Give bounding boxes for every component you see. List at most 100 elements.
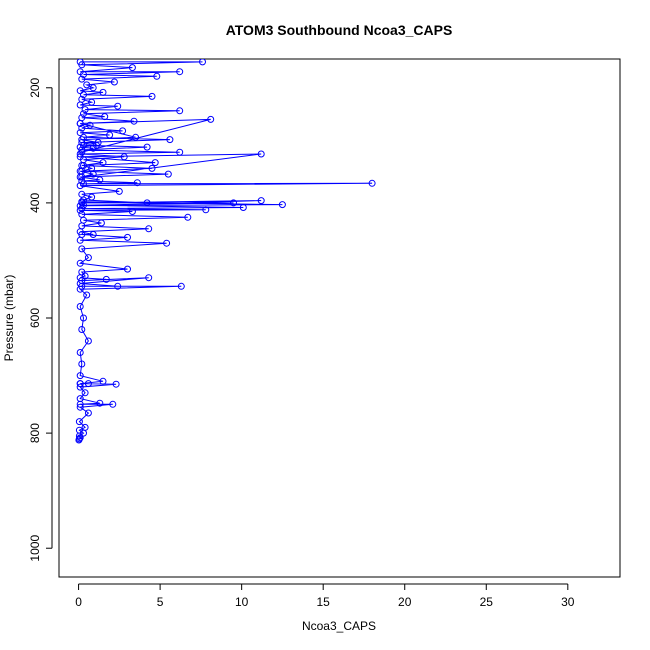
data-point: [132, 133, 140, 141]
data-point: [164, 170, 172, 178]
data-point: [81, 272, 89, 280]
data-point: [80, 71, 87, 78]
data-point: [76, 380, 84, 388]
data-point: [202, 206, 210, 214]
data-point: [239, 204, 247, 211]
data-point: [83, 81, 91, 89]
data-point: [148, 92, 156, 100]
data-point: [81, 389, 89, 397]
data-point: [80, 110, 87, 118]
data-point: [83, 291, 91, 299]
data-point: [176, 107, 184, 115]
data-point: [80, 141, 87, 149]
data-point: [76, 285, 84, 293]
data-point: [120, 153, 128, 161]
data-point: [76, 383, 84, 391]
data-point: [76, 120, 84, 127]
x-axis-label: Ncoa3_CAPS: [302, 619, 376, 633]
data-point: [78, 146, 86, 154]
data-point: [76, 182, 84, 190]
y-tick-label: 400: [28, 193, 42, 213]
data-point: [166, 136, 174, 144]
y-tick-label: 1000: [28, 535, 42, 562]
data-point: [114, 282, 122, 290]
data-point: [151, 159, 159, 167]
data-point: [130, 117, 138, 125]
data-point: [75, 418, 83, 426]
data-point: [207, 115, 215, 123]
data-point: [78, 124, 86, 132]
data-point: [88, 193, 96, 201]
data-point: [76, 101, 84, 109]
x-tick-label: 10: [235, 595, 249, 609]
data-point: [176, 148, 184, 156]
data-point: [75, 436, 83, 444]
data-point: [153, 72, 161, 80]
data-point: [106, 131, 114, 139]
data-point: [124, 265, 131, 273]
data-point: [76, 236, 84, 244]
chart-title: ATOM3 Southbound Ncoa3_CAPS: [226, 22, 453, 38]
data-point: [76, 403, 84, 411]
data-point: [199, 59, 206, 66]
data-point: [114, 102, 122, 110]
data-point: [148, 164, 156, 172]
data-point: [94, 139, 102, 146]
y-axis-label: Pressure (mbar): [2, 275, 16, 362]
data-point: [96, 176, 104, 184]
data-point: [88, 98, 96, 106]
data-point: [78, 326, 86, 333]
data-point: [110, 78, 118, 86]
data-point: [145, 274, 153, 282]
data-point: [368, 179, 376, 187]
data-point: [257, 197, 265, 205]
data-point: [84, 254, 92, 262]
data-point: [133, 179, 141, 187]
data-point: [80, 314, 87, 322]
data-point: [102, 275, 110, 283]
data-point: [76, 400, 84, 408]
x-tick-label: 5: [157, 595, 164, 609]
data-point: [80, 201, 87, 209]
x-tick-label: 25: [480, 595, 494, 609]
x-tick-label: 20: [398, 595, 412, 609]
x-tick-label: 0: [75, 595, 82, 609]
data-point: [89, 144, 97, 152]
data-point: [109, 400, 117, 408]
data-point: [76, 153, 84, 161]
data-point: [145, 225, 153, 233]
data-point: [84, 409, 92, 417]
data-point: [84, 380, 92, 388]
data-point: [257, 150, 265, 158]
data-point: [76, 150, 84, 158]
data-point: [88, 164, 96, 172]
data-point: [89, 231, 97, 238]
data-point: [78, 245, 86, 253]
data-point: [124, 233, 131, 241]
data-point: [143, 199, 151, 207]
data-point: [76, 303, 84, 310]
series-layer: [75, 59, 376, 444]
data-point: [78, 148, 86, 156]
data-point: [163, 239, 171, 247]
data-point: [99, 159, 107, 167]
data-point: [76, 173, 84, 181]
data-point: [112, 380, 120, 388]
data-point: [96, 399, 104, 407]
plot-frame: [58, 58, 621, 578]
data-point: [76, 349, 84, 356]
data-point: [99, 88, 107, 96]
data-point: [101, 113, 109, 121]
data-point: [76, 129, 84, 137]
data-point: [97, 219, 105, 227]
data-point: [184, 213, 192, 221]
data-point: [176, 68, 184, 76]
y-axis: 200 400 600 800 1000: [28, 77, 53, 562]
data-point: [230, 199, 237, 207]
data-point: [80, 91, 87, 99]
data-point: [128, 64, 136, 72]
data-point: [78, 61, 86, 69]
data-point: [128, 208, 136, 215]
y-tick-label: 200: [28, 77, 42, 97]
